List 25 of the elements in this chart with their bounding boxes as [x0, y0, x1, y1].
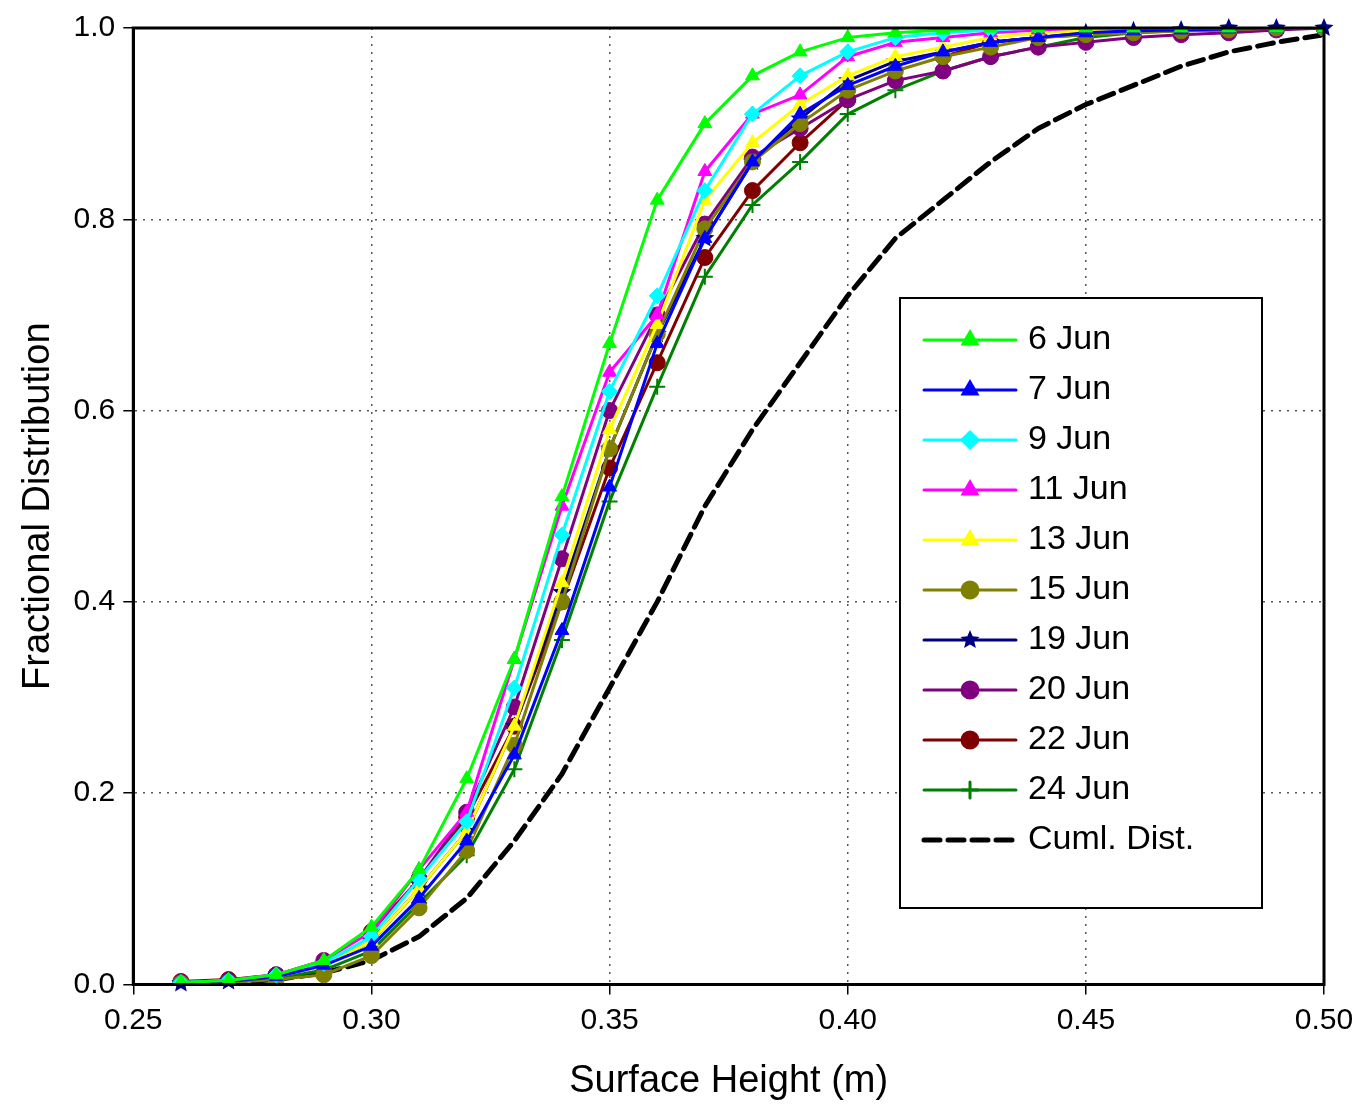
y-tick-label: 1.0: [73, 9, 116, 43]
x-tick-label: 0.45: [1056, 1001, 1116, 1035]
x-axis-title: Surface Height (m): [569, 1057, 889, 1100]
legend-label: 6 Jun: [1028, 318, 1112, 357]
y-tick-label: 0.4: [73, 583, 116, 617]
legend-label: 7 Jun: [1028, 368, 1112, 407]
legend-label: 13 Jun: [1028, 518, 1131, 557]
x-tick-label: 0.35: [580, 1001, 639, 1035]
x-tick-label: 0.25: [104, 1001, 163, 1035]
y-axis-title: Fractional Distribution: [15, 322, 58, 690]
legend-label: 11 Jun: [1028, 468, 1128, 507]
x-tick-label: 0.40: [818, 1001, 877, 1035]
y-tick-label: 0.8: [73, 200, 116, 234]
y-tick-label: 0.0: [73, 965, 116, 999]
legend-label: 24 Jun: [1028, 768, 1131, 807]
legend-label: 22 Jun: [1028, 718, 1131, 757]
y-tick-label: 0.2: [73, 774, 116, 808]
x-tick-label: 0.50: [1294, 1001, 1354, 1035]
x-tick-label: 0.30: [342, 1001, 401, 1035]
legend-label: 9 Jun: [1028, 418, 1112, 457]
legend-label: 15 Jun: [1028, 568, 1131, 607]
legend-label: 19 Jun: [1028, 618, 1131, 657]
legend-label: 20 Jun: [1028, 668, 1131, 707]
y-tick-label: 0.6: [73, 391, 116, 425]
legend-label: Cuml. Dist.: [1028, 818, 1195, 857]
